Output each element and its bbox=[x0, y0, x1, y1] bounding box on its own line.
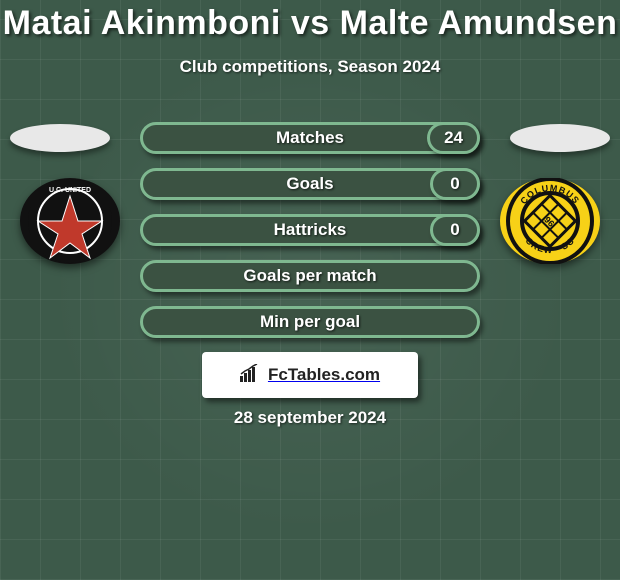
svg-text:U.C. UNITED: U.C. UNITED bbox=[49, 187, 91, 194]
bar-chart-icon bbox=[240, 364, 262, 387]
club-badge-right: 96 COLUMBUS CREW · SC bbox=[500, 178, 600, 264]
stat-right-value: 24 bbox=[427, 122, 480, 154]
content: Matai Akinmboni vs Malte Amundsen Club c… bbox=[0, 0, 620, 77]
stat-row: Goals per match bbox=[140, 260, 480, 292]
stat-label: Goals per match bbox=[243, 266, 376, 286]
stat-right-value: 0 bbox=[430, 214, 480, 246]
source-card[interactable]: FcTables.com bbox=[202, 352, 418, 398]
stat-row: Goals 0 bbox=[140, 168, 480, 200]
player-left-flag bbox=[10, 124, 110, 152]
date-label: 28 september 2024 bbox=[0, 408, 620, 428]
player-right-flag bbox=[510, 124, 610, 152]
page-title: Matai Akinmboni vs Malte Amundsen bbox=[0, 4, 620, 43]
stat-label: Hattricks bbox=[274, 220, 347, 240]
stat-label: Matches bbox=[276, 128, 344, 148]
stats-block: Matches 24 Goals 0 Hattricks 0 Goals per… bbox=[140, 122, 480, 352]
stat-row: Hattricks 0 bbox=[140, 214, 480, 246]
source-label: FcTables.com bbox=[268, 365, 380, 385]
stat-right-value: 0 bbox=[430, 168, 480, 200]
stat-label: Goals bbox=[286, 174, 333, 194]
club-badge-left: U.C. UNITED bbox=[20, 178, 120, 264]
subtitle: Club competitions, Season 2024 bbox=[0, 57, 620, 77]
stat-row: Min per goal bbox=[140, 306, 480, 338]
stat-row: Matches 24 bbox=[140, 122, 480, 154]
stat-label: Min per goal bbox=[260, 312, 360, 332]
